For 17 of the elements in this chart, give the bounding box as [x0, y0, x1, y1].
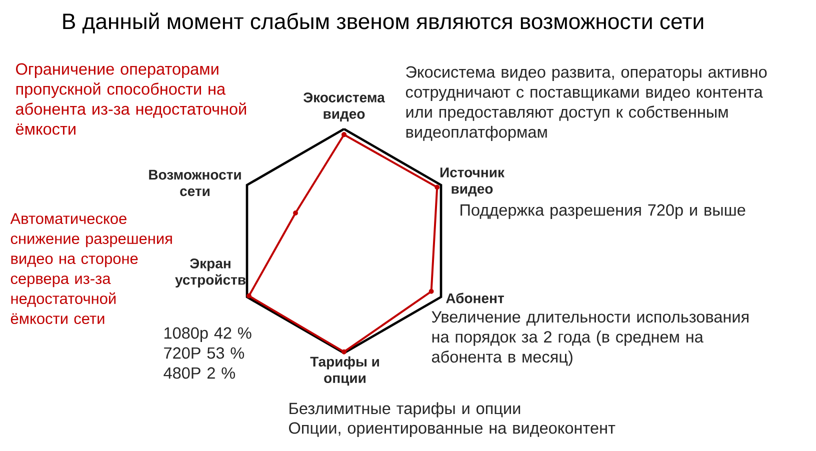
text: 1080p 42 %: [164, 327, 252, 342]
spoke-label: Тарифы и опции: [310, 356, 379, 386]
spoke-label: Возможности сети: [149, 170, 241, 196]
text: Опции, ориентированные на видеоконтент: [289, 422, 616, 437]
text: Ограничение операторами пропускной способности на абонента из-за недостаточной ёмкости: [16, 63, 246, 135]
text: Экосистема видео развита, операторы активно сотрудничают с поставщиками видео контента или предоставляют доступ к собственным видеоплатформам: [406, 66, 767, 141]
text: 720P 53 %: [164, 347, 244, 359]
text: Увеличение длительности использования на порядок за 2 года (в среднем на абонента в месяц): [432, 311, 748, 366]
chart-title: В данный момент слабым звеном являются возможности сети: [63, 12, 704, 34]
spoke-label: Источник видео: [440, 168, 504, 196]
spoke-label: Экосистема видео: [304, 92, 385, 122]
text: Безлимитные тарифы и опции: [290, 402, 520, 418]
text: Поддержка разрешения 720p и выше: [460, 204, 746, 219]
spoke-label: Экран устройств: [175, 258, 246, 288]
spoke-label: Абонент: [446, 292, 504, 304]
text: Автоматическое снижение разрешения видео на стороне сервера из-за недостаточной ёмкости сети: [10, 213, 172, 324]
text: 480P 2 %: [164, 367, 236, 379]
